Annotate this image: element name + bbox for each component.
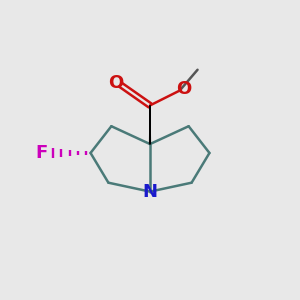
Text: N: N — [142, 183, 158, 201]
Text: F: F — [35, 144, 47, 162]
Text: O: O — [108, 74, 123, 92]
Text: O: O — [177, 80, 192, 98]
